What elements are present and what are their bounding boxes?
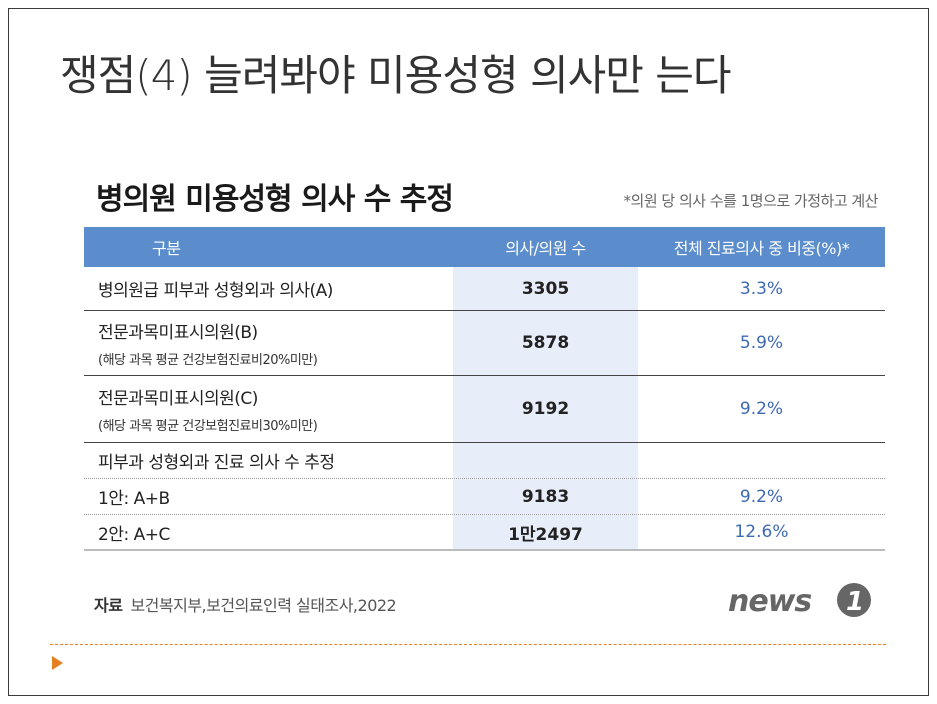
row-label: 병의원급 피부과 성형외과 의사(A) bbox=[98, 281, 333, 301]
news1-logo: news 1 bbox=[728, 583, 871, 619]
table-header: 구분 의사/의원 수 전체 진료의사 중 비중(%)* bbox=[84, 227, 885, 267]
play-arrow-icon[interactable] bbox=[52, 656, 63, 670]
table-row: 병의원급 피부과 성형외과 의사(A) 3305 3.3% bbox=[84, 267, 885, 311]
row-count: 5878 bbox=[453, 311, 638, 375]
row-share: 9.2% bbox=[739, 486, 784, 507]
footer-divider bbox=[50, 644, 886, 645]
header-count: 의사/의원 수 bbox=[505, 239, 586, 258]
svg-text:1: 1 bbox=[846, 587, 864, 617]
row-sublabel: (해당 과목 평균 건강보험진료비30%미만) bbox=[98, 419, 318, 434]
source-credit: 자료 보건복지부,보건의료인력 실태조사,2022 bbox=[94, 592, 397, 616]
table-row: 전문과목미표시의원(C) (해당 과목 평균 건강보험진료비30%미만) 919… bbox=[84, 376, 885, 443]
source-label: 자료 bbox=[94, 596, 123, 615]
svg-text:news: news bbox=[728, 584, 811, 619]
infographic-note: *의원 당 의사 수를 1명으로 가정하고 계산 bbox=[623, 192, 879, 210]
row-label: 2안: A+C bbox=[98, 524, 170, 545]
row-share: 3.3% bbox=[739, 278, 784, 299]
row-label: 전문과목미표시의원(B) bbox=[98, 323, 258, 343]
table-row: 2안: A+C 1만2497 12.6% bbox=[84, 515, 885, 551]
row-label: 피부과 성형외과 진료 의사 수 추정 bbox=[98, 453, 335, 473]
row-share: 5.9% bbox=[739, 333, 784, 353]
row-label: 1안: A+B bbox=[98, 489, 170, 509]
row-label-group: 전문과목미표시의원(C) (해당 과목 평균 건강보험진료비30%미만) bbox=[84, 384, 453, 434]
infographic: 병의원 미용성형 의사 수 추정 *의원 당 의사 수를 1명으로 가정하고 계… bbox=[80, 160, 892, 630]
row-count: 3305 bbox=[453, 267, 638, 310]
row-label-group: 전문과목미표시의원(B) (해당 과목 평균 건강보험진료비20%미만) bbox=[84, 318, 453, 368]
table-row: 전문과목미표시의원(B) (해당 과목 평균 건강보험진료비20%미만) 587… bbox=[84, 311, 885, 376]
data-table: 구분 의사/의원 수 전체 진료의사 중 비중(%)* 병의원급 피부과 성형외… bbox=[84, 227, 885, 551]
row-count: 1만2497 bbox=[453, 515, 638, 549]
table-row: 1안: A+B 9183 9.2% bbox=[84, 479, 885, 515]
slide-title: 쟁점(4) 늘려봐야 미용성형 의사만 는다 bbox=[60, 51, 731, 100]
source-text: 보건복지부,보건의료인력 실태조사,2022 bbox=[130, 596, 397, 615]
row-count bbox=[453, 443, 638, 478]
table-row: 피부과 성형외과 진료 의사 수 추정 bbox=[84, 443, 885, 479]
row-share: 9.2% bbox=[739, 399, 784, 419]
header-category: 구분 bbox=[152, 239, 181, 258]
row-share: 12.6% bbox=[734, 522, 789, 542]
row-label: 전문과목미표시의원(C) bbox=[98, 389, 258, 409]
infographic-title: 병의원 미용성형 의사 수 추정 bbox=[96, 182, 454, 217]
row-sublabel: (해당 과목 평균 건강보험진료비20%미만) bbox=[98, 353, 318, 368]
row-count: 9183 bbox=[453, 479, 638, 514]
row-count: 9192 bbox=[453, 376, 638, 442]
header-share: 전체 진료의사 중 비중(%)* bbox=[673, 239, 850, 258]
